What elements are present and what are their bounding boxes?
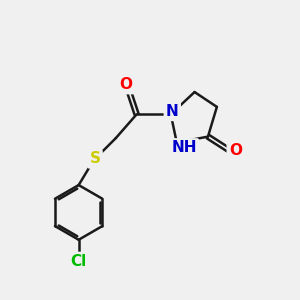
Text: Cl: Cl	[70, 254, 87, 269]
Text: NH: NH	[171, 140, 197, 155]
Text: O: O	[120, 77, 133, 92]
Text: N: N	[166, 104, 179, 119]
Text: S: S	[89, 152, 100, 166]
Text: O: O	[229, 142, 242, 158]
